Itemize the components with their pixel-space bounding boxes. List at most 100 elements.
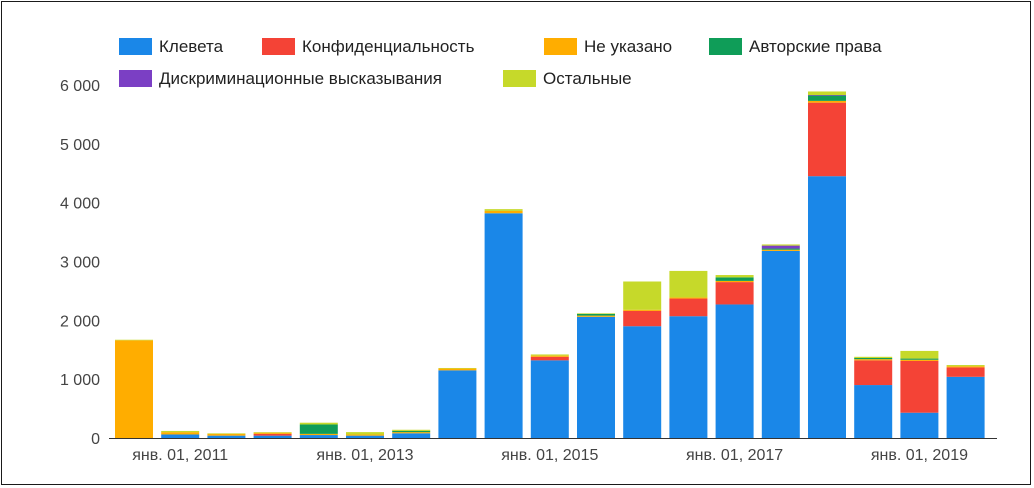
bar-segment <box>854 360 893 386</box>
bar-segment <box>577 313 615 316</box>
y-tick-label: 3 000 <box>60 255 100 272</box>
bar-segment <box>946 366 985 368</box>
legend-swatch <box>119 70 152 87</box>
legend-label: Конфиденциальность <box>302 37 475 56</box>
bar-segment <box>207 435 246 438</box>
bar-segment <box>761 250 800 438</box>
bar-segment <box>761 248 800 250</box>
y-tick-label: 4 000 <box>60 196 100 213</box>
bar-segment <box>623 326 662 438</box>
bar-segment <box>900 360 939 413</box>
bar-segment <box>161 434 200 438</box>
bar-segment <box>808 102 846 177</box>
x-tick-label: янв. 01, 2015 <box>501 447 598 464</box>
legend-swatch <box>262 38 295 55</box>
bar-segment <box>577 315 615 317</box>
bar-segment <box>207 433 246 436</box>
bar-segment <box>161 430 200 433</box>
x-tick-label: янв. 01, 2011 <box>132 447 228 464</box>
bar-segment <box>115 339 153 341</box>
bar-segment <box>715 304 754 438</box>
x-tick-label: янв. 01, 2017 <box>686 447 783 464</box>
bar-segment <box>392 430 431 433</box>
bar-segment <box>854 359 893 361</box>
bar-segment <box>253 433 292 436</box>
bar-segment <box>854 356 893 358</box>
x-axis: янв. 01, 2011 янв. 01, 2013 янв. 01, 2015 я… <box>109 438 997 464</box>
bar-segment <box>808 176 846 439</box>
legend: Клевета Конфиденциальность Не указано Автор… <box>119 37 882 88</box>
x-tick-label: янв. 01, 2013 <box>316 447 413 464</box>
bar-segment <box>299 435 338 438</box>
bar-segment <box>161 432 200 435</box>
bar-segment <box>900 350 939 359</box>
legend-label: Не указано <box>584 37 672 56</box>
legend-label: Дискриминационные высказывания <box>159 69 442 88</box>
y-tick-label: 5 000 <box>60 137 100 154</box>
bar-segment <box>530 355 569 357</box>
bar-segment <box>530 354 569 356</box>
y-tick-label: 2 000 <box>60 313 100 330</box>
bar-segment <box>715 275 754 278</box>
bar-segment <box>392 432 431 434</box>
y-tick-label: 0 <box>91 431 100 448</box>
legend-swatch <box>709 38 742 55</box>
bar-segment <box>808 95 846 101</box>
bar-segment <box>392 429 431 431</box>
bar-segment <box>808 95 846 96</box>
bar-segment <box>900 358 939 360</box>
bar-segment <box>530 356 569 361</box>
bar-segment <box>392 433 431 438</box>
bars <box>115 91 985 439</box>
bar-segment <box>577 313 615 314</box>
bar-segment <box>299 433 338 436</box>
bar-segment <box>346 435 384 438</box>
bar-segment <box>761 245 800 249</box>
legend-swatch <box>503 70 536 87</box>
bar-segment <box>115 340 153 438</box>
bar-segment <box>900 412 939 438</box>
x-tick-label: янв. 01, 2019 <box>871 447 968 464</box>
bar-segment <box>808 100 846 103</box>
bar-segment <box>346 434 384 436</box>
bar-segment <box>669 298 708 317</box>
y-axis: 0 1 000 2 000 3 000 4 000 5 000 6 000 <box>60 78 100 448</box>
bar-segment <box>438 368 477 371</box>
bar-segment <box>438 370 477 438</box>
legend-label: Клевета <box>159 37 224 56</box>
bar-segment <box>623 309 662 311</box>
legend-label: Остальные <box>543 69 632 88</box>
bar-segment <box>946 365 985 367</box>
bar-segment <box>715 280 754 283</box>
bar-segment <box>484 213 523 438</box>
bar-segment <box>207 433 246 434</box>
bar-segment <box>253 432 292 433</box>
legend-swatch <box>119 38 152 55</box>
bar-segment <box>623 310 662 327</box>
bar-segment <box>946 376 985 438</box>
bar-segment <box>299 424 338 434</box>
bar-segment <box>299 422 338 425</box>
bar-segment <box>346 432 384 435</box>
bar-segment <box>854 357 893 360</box>
bar-segment <box>761 244 800 246</box>
bar-segment <box>669 297 708 299</box>
bar-segment <box>253 432 292 434</box>
bar-segment <box>669 270 708 298</box>
bar-segment <box>761 249 800 251</box>
bar-segment <box>808 91 846 96</box>
bar-segment <box>530 360 569 438</box>
y-tick-label: 1 000 <box>60 372 100 389</box>
bar-segment <box>623 281 662 310</box>
bar-segment <box>946 367 985 377</box>
bar-segment <box>900 359 939 361</box>
bar-segment <box>484 209 523 211</box>
legend-label: Авторские права <box>749 37 882 56</box>
bar-segment <box>715 277 754 281</box>
bar-segment <box>854 385 893 438</box>
bar-segment <box>484 210 523 214</box>
y-tick-label: 6 000 <box>60 78 100 95</box>
bar-segment <box>715 282 754 305</box>
